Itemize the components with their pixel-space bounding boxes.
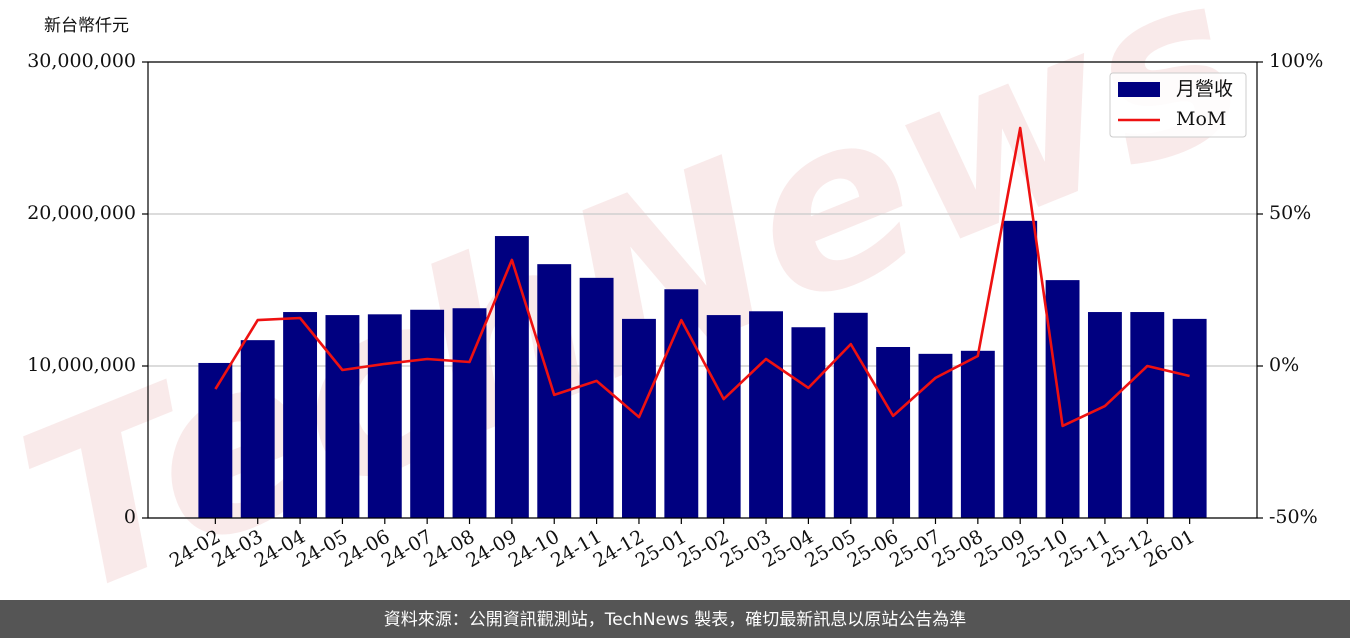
bar	[1130, 312, 1165, 518]
legend-label: MoM	[1176, 108, 1226, 130]
y2-tick-label: 0%	[1269, 354, 1299, 376]
bar	[325, 315, 360, 518]
bar	[749, 311, 783, 518]
bar	[240, 340, 275, 518]
source-note: 資料來源：公開資訊觀測站，TechNews 製表，確切最新訊息以原站公告為準	[384, 610, 966, 630]
bar	[452, 308, 487, 518]
bar	[1087, 312, 1122, 518]
bar	[494, 236, 529, 519]
y-tick-label: 20,000,000	[27, 202, 136, 224]
bar	[791, 327, 826, 518]
y-tick-label: 10,000,000	[27, 354, 136, 376]
bar	[283, 312, 318, 518]
bar	[1045, 280, 1080, 518]
y2-tick-label: 100%	[1269, 50, 1323, 72]
footer-bar	[0, 600, 1350, 638]
bar	[1003, 220, 1038, 518]
bar	[664, 289, 699, 518]
bar	[706, 315, 741, 518]
y-axis-title: 新台幣仟元	[44, 16, 129, 36]
legend-label: 月營收	[1176, 78, 1233, 100]
legend-swatch	[1118, 82, 1160, 97]
bar	[198, 362, 233, 518]
bar	[960, 350, 995, 518]
bar	[622, 318, 656, 518]
bar	[579, 277, 614, 518]
bar	[1172, 318, 1207, 518]
y-tick-label: 0	[124, 506, 136, 528]
y2-tick-label: -50%	[1269, 506, 1318, 528]
bar	[367, 314, 402, 518]
y-tick-label: 30,000,000	[27, 50, 136, 72]
line	[214, 126, 1190, 428]
bar	[876, 347, 911, 518]
bar	[833, 312, 868, 518]
plot-frame	[147, 61, 1258, 519]
bar	[410, 309, 445, 518]
y2-tick-label: 50%	[1269, 202, 1311, 224]
bar	[918, 353, 953, 518]
